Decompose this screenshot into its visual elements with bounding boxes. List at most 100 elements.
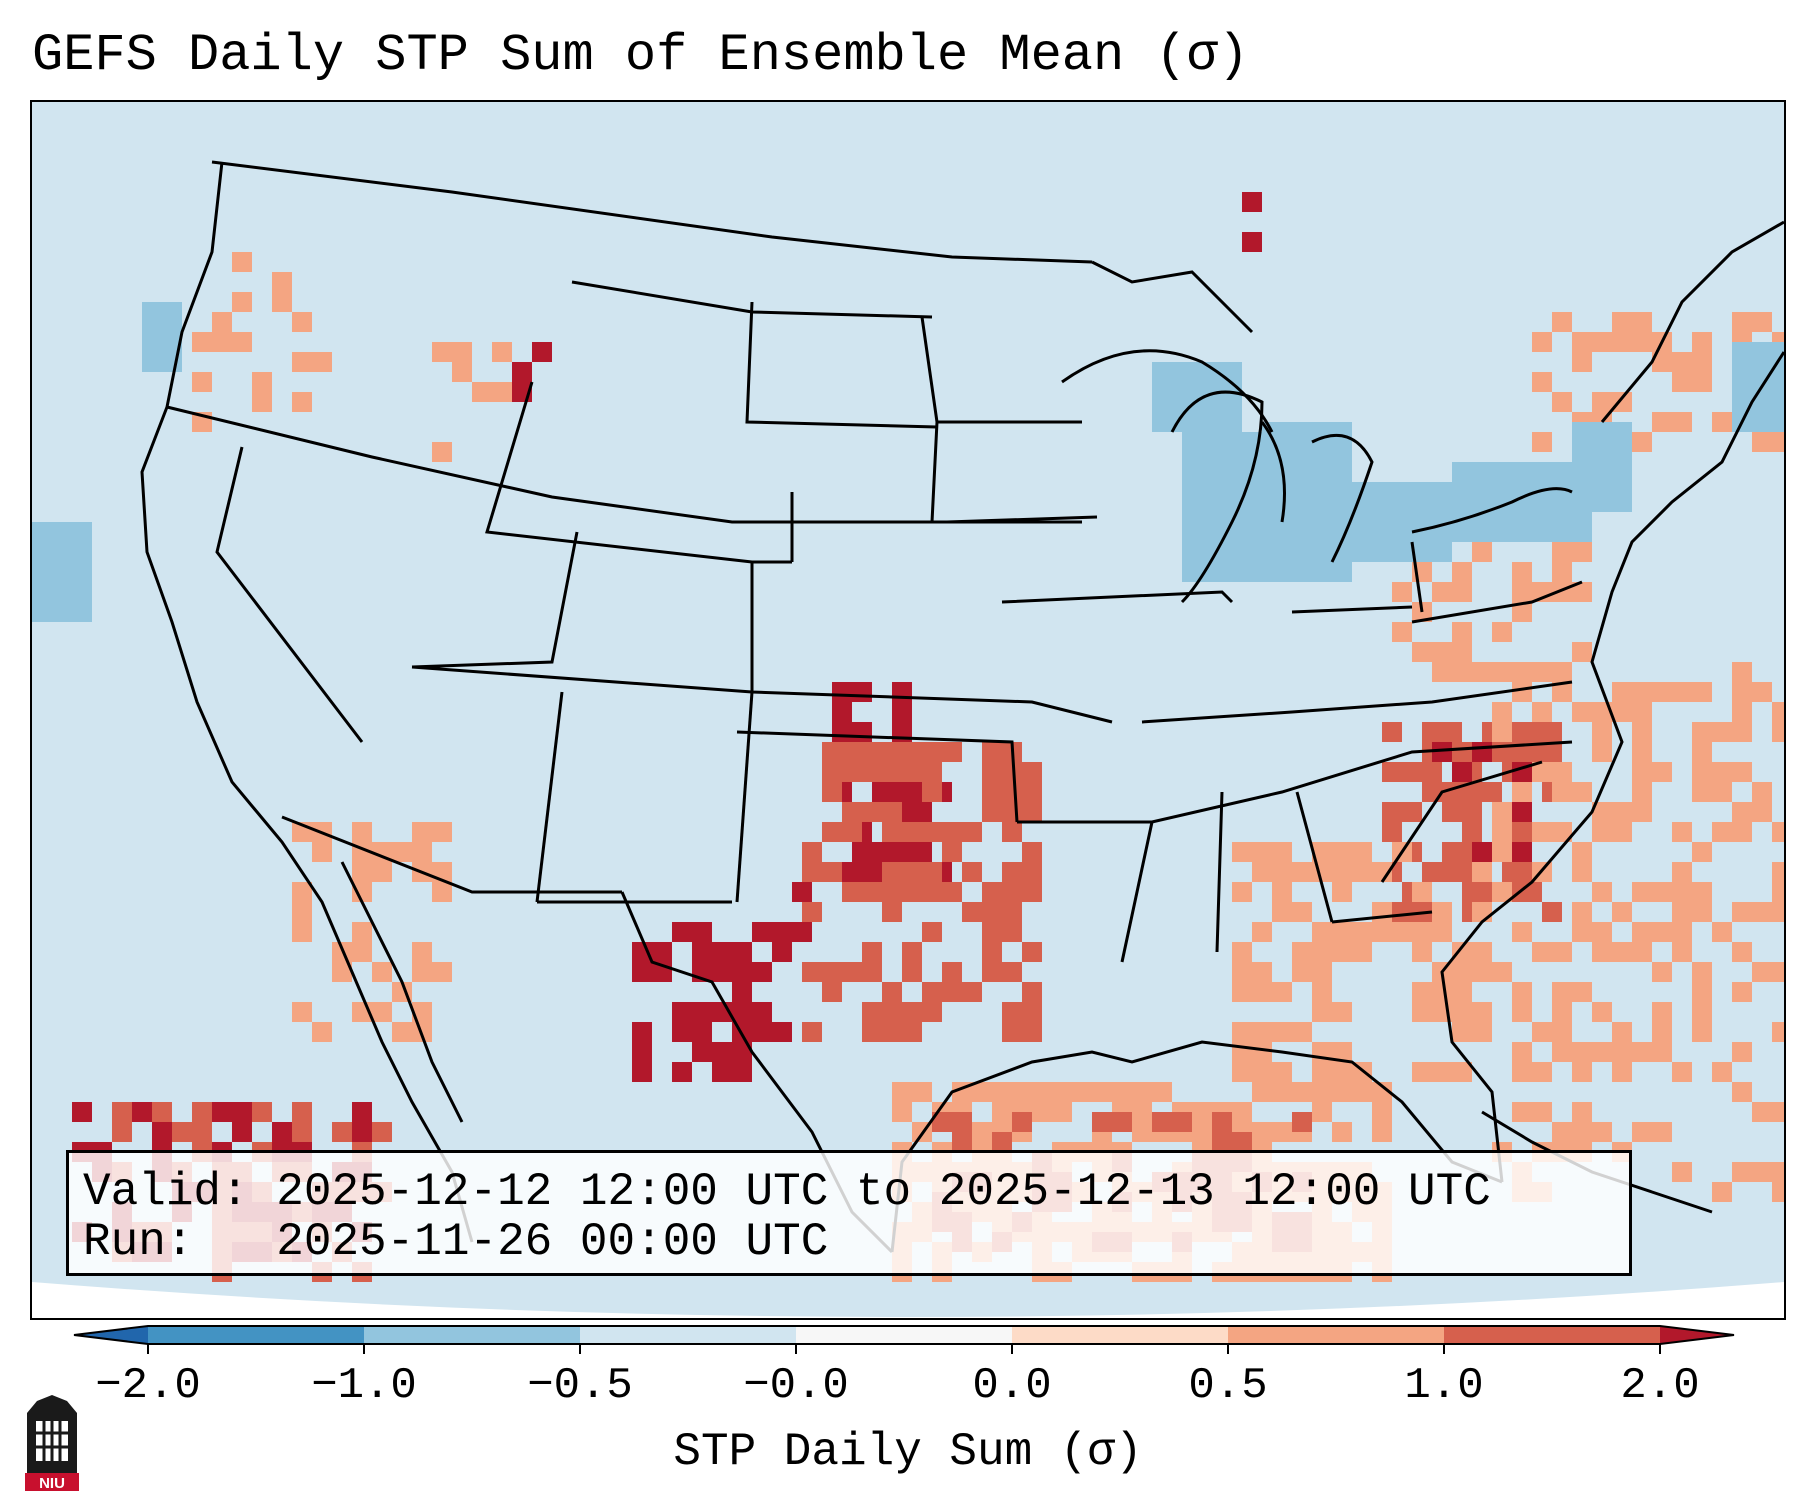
anomaly-pixel — [1412, 642, 1432, 662]
anomaly-pixel — [1732, 1042, 1752, 1062]
anomaly-pixel — [962, 982, 982, 1002]
anomaly-pixel — [1592, 702, 1612, 722]
anomaly-pixel — [1692, 722, 1712, 742]
anomaly-pixel — [1532, 1102, 1552, 1122]
anomaly-pixel — [1552, 1042, 1572, 1062]
anomaly-pixel — [752, 922, 772, 942]
anomaly-pixel — [882, 882, 902, 902]
anomaly-pixel — [1312, 942, 1332, 962]
colorbar-bin — [1012, 1326, 1228, 1344]
anomaly-pixel — [862, 1002, 882, 1022]
anomaly-pixel — [1712, 822, 1732, 842]
colorbar-tick-label: 0.5 — [1188, 1361, 1268, 1411]
anomaly-pixel — [1232, 1132, 1252, 1152]
anomaly-pixel — [1592, 922, 1612, 942]
anomaly-pixel — [1272, 982, 1292, 1002]
colorbar-extend-high — [1660, 1326, 1734, 1344]
anomaly-pixel — [1522, 722, 1542, 742]
anomaly-pixel — [292, 922, 312, 942]
anomaly-pixel — [1472, 902, 1492, 922]
anomaly-pixel — [1672, 882, 1692, 902]
anomaly-pixel — [1732, 702, 1752, 722]
anomaly-pixel — [1692, 762, 1712, 782]
anomaly-pixel — [512, 362, 532, 382]
anomaly-pixel — [372, 1002, 392, 1022]
anomaly-pixel — [732, 962, 752, 982]
anomaly-pixel — [1472, 862, 1492, 882]
anomaly-pixel — [1132, 1122, 1152, 1142]
anomaly-pixel — [1752, 962, 1772, 982]
anomaly-pixel — [1592, 392, 1612, 412]
anomaly-pixel — [1452, 562, 1472, 582]
anomaly-pixel — [1312, 962, 1332, 982]
anomaly-pixel — [292, 902, 312, 922]
anomaly-pixel — [1772, 862, 1784, 882]
anomaly-pixel — [1232, 962, 1252, 982]
anomaly-pixel — [1332, 862, 1352, 882]
anomaly-pixel — [252, 372, 272, 392]
anomaly-pixel — [1312, 1002, 1332, 1022]
anomaly-pixel — [862, 882, 882, 902]
anomaly-pixel — [1292, 902, 1312, 922]
anomaly-pixel — [132, 1102, 152, 1122]
anomaly-pixel — [412, 842, 432, 862]
anomaly-pixel — [772, 922, 792, 942]
colorbar-extend-low — [74, 1326, 148, 1344]
anomaly-pixel — [1462, 822, 1482, 842]
anomaly-pixel — [1752, 312, 1772, 332]
anomaly-pixel — [1632, 702, 1652, 722]
anomaly-pixel — [802, 862, 822, 882]
anomaly-pixel — [312, 1022, 332, 1042]
anomaly-pixel — [1402, 902, 1422, 922]
anomaly-pixel — [1712, 922, 1732, 942]
anomaly-pixel — [412, 962, 432, 982]
anomaly-pixel — [902, 1002, 922, 1022]
anomaly-pixel — [922, 922, 942, 942]
anomaly-pixel — [1352, 842, 1372, 862]
anomaly-pixel — [1542, 902, 1562, 922]
anomaly-pixel — [1732, 722, 1752, 742]
anomaly-pixel — [832, 702, 852, 722]
anomaly-pixel — [962, 902, 982, 922]
anomaly-pixel — [1652, 962, 1672, 982]
anomaly-pixel — [1152, 1112, 1172, 1132]
great-lakes-negative-area — [32, 302, 1784, 622]
anomaly-pixel — [1472, 942, 1492, 962]
anomaly-pixel — [832, 682, 852, 702]
anomaly-pixel — [492, 382, 512, 402]
anomaly-pixel — [1252, 842, 1272, 862]
anomaly-pixel — [1752, 1162, 1772, 1182]
anomaly-pixel — [1452, 762, 1472, 782]
anomaly-pixel — [712, 942, 732, 962]
anomaly-pixel — [1412, 922, 1432, 942]
anomaly-pixel — [882, 802, 902, 822]
anomaly-pixel — [942, 982, 962, 1002]
anomaly-pixel — [1732, 312, 1752, 332]
anomaly-pixel — [882, 902, 902, 922]
anomaly-pixel — [1692, 882, 1712, 902]
anomaly-pixel — [1372, 1102, 1392, 1122]
anomaly-pixel — [1392, 922, 1412, 942]
anomaly-pixel — [1022, 802, 1042, 822]
logo-text: NIU — [39, 1475, 65, 1492]
anomaly-pixel — [1002, 1002, 1022, 1022]
anomaly-pixel — [1002, 962, 1022, 982]
anomaly-pixel — [632, 962, 652, 982]
anomaly-pixel — [1612, 822, 1632, 842]
anomaly-pixel — [1672, 1162, 1692, 1182]
anomaly-pixel — [1092, 1112, 1112, 1132]
anomaly-pixel — [732, 1002, 752, 1022]
anomaly-pixel — [1572, 1102, 1592, 1122]
anomaly-pixel — [1292, 1082, 1312, 1102]
anomaly-pixel — [1172, 1112, 1192, 1132]
anomaly-pixel — [632, 1042, 652, 1062]
anomaly-pixel — [1612, 682, 1632, 702]
anomaly-pixel — [1732, 662, 1752, 682]
anomaly-pixel — [352, 822, 372, 842]
anomaly-pixel — [1592, 882, 1612, 902]
anomaly-pixel — [882, 1002, 902, 1022]
anomaly-pixel — [1712, 722, 1732, 742]
anomaly-pixel — [1432, 742, 1452, 762]
anomaly-pixel — [1522, 742, 1542, 762]
anomaly-pixel — [1192, 1122, 1212, 1142]
